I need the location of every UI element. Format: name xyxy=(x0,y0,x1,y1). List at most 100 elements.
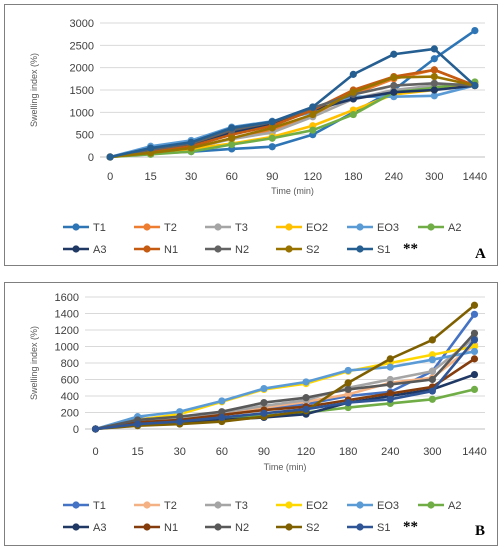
x-tick-label: 300 xyxy=(425,171,443,183)
data-point xyxy=(470,347,479,356)
x-tick-label: 15 xyxy=(145,171,157,183)
data-point xyxy=(218,397,226,405)
data-point xyxy=(470,342,479,351)
legend-label: A2 xyxy=(448,222,461,234)
data-point xyxy=(344,390,352,398)
data-point xyxy=(309,126,317,134)
legend-item-n1: N1 xyxy=(134,522,178,534)
y-tick-label: 0 xyxy=(88,152,94,164)
data-point xyxy=(386,380,394,389)
data-point xyxy=(147,144,155,152)
legend-marker xyxy=(214,245,222,253)
x-tick-label: 60 xyxy=(226,171,238,183)
legend-label: EO2 xyxy=(306,500,328,512)
legend-item-a3: A3 xyxy=(63,522,106,534)
legend-marker xyxy=(143,223,151,231)
series-t1 xyxy=(106,26,479,161)
data-point xyxy=(187,144,195,152)
legend-item-t1: T1 xyxy=(63,500,106,512)
data-point xyxy=(176,417,184,426)
data-point xyxy=(390,73,398,82)
x-tick-label: 120 xyxy=(297,446,315,458)
panel-letter: B xyxy=(475,523,485,539)
data-point xyxy=(349,70,357,78)
legend-label: T3 xyxy=(235,500,248,512)
x-tick-label: 180 xyxy=(339,446,357,458)
data-point xyxy=(470,355,479,363)
data-point xyxy=(470,310,479,318)
series-line xyxy=(95,357,476,431)
x-tick-label: 0 xyxy=(92,446,98,458)
legend-item-t1: T1 xyxy=(63,222,106,234)
legend-marker xyxy=(285,523,293,531)
data-point xyxy=(344,385,352,393)
data-point xyxy=(349,110,357,119)
data-point xyxy=(428,387,436,395)
legend-marker xyxy=(72,523,80,531)
x-tick-label: 240 xyxy=(385,171,403,183)
legend-item-s1: S1 ** xyxy=(347,241,418,257)
data-point xyxy=(428,367,436,375)
series-line xyxy=(95,304,476,431)
data-point xyxy=(302,405,310,413)
x-tick-label: 0 xyxy=(107,171,113,183)
chart-panel-b: 0 200 400 600 800 1000 1200 1400 1600 0 15 30 60 90 12… xyxy=(4,282,498,546)
x-tick-label: 90 xyxy=(266,171,278,183)
data-point xyxy=(268,124,276,132)
data-point xyxy=(91,425,100,433)
y-tick-label: 1000 xyxy=(55,342,79,354)
series-line xyxy=(110,75,476,159)
legend-note: ** xyxy=(403,241,418,257)
data-point xyxy=(349,88,357,96)
legend-label: N1 xyxy=(164,522,178,534)
y-tick-label: 0 xyxy=(73,424,79,436)
data-point xyxy=(386,389,394,398)
y-axis-title: Swelling index (%) xyxy=(29,53,39,127)
legend-label: N2 xyxy=(235,244,249,256)
data-point xyxy=(430,45,438,53)
x-tick-label: 30 xyxy=(174,446,186,458)
legend-item-eo3: EO3 xyxy=(347,222,399,234)
legend-marker xyxy=(214,523,222,531)
data-point xyxy=(268,134,276,142)
series-line xyxy=(95,332,476,431)
legend-item-t2: T2 xyxy=(134,500,177,512)
x-axis-title: Time (min) xyxy=(264,462,307,472)
legend-marker xyxy=(427,223,435,231)
data-point xyxy=(428,351,436,359)
legend-item-n2: N2 xyxy=(205,244,249,256)
data-point xyxy=(344,366,352,375)
y-tick-label: 1200 xyxy=(55,325,79,337)
legend-marker xyxy=(143,523,151,531)
legend-marker xyxy=(72,223,80,231)
chart-b-svg: 0 200 400 600 800 1000 1200 1400 1600 0 15 30 60 90 12… xyxy=(29,292,487,539)
series-s1 xyxy=(106,45,479,161)
y-tick-label: 800 xyxy=(61,358,79,370)
data-point xyxy=(302,394,310,402)
data-point xyxy=(309,103,317,111)
legend-label: T1 xyxy=(93,500,106,512)
legend-label: A3 xyxy=(93,244,106,256)
data-point xyxy=(344,403,352,412)
data-point xyxy=(430,86,438,94)
x-tick-label: 120 xyxy=(304,171,322,183)
data-point xyxy=(470,301,479,309)
data-point xyxy=(430,92,438,100)
data-point xyxy=(268,143,276,151)
legend-marker xyxy=(214,501,222,509)
legend-item-eo3: EO3 xyxy=(347,500,399,512)
x-tick-label: 60 xyxy=(216,446,228,458)
data-point xyxy=(470,385,479,393)
legend-item-a2: A2 xyxy=(418,222,461,234)
data-point xyxy=(471,81,479,90)
series-line xyxy=(109,68,476,159)
series-s1 xyxy=(91,336,479,433)
legend-label: N2 xyxy=(235,522,249,534)
y-tick-label: 3000 xyxy=(70,18,94,30)
legend-label: T2 xyxy=(164,500,177,512)
legend-label: A2 xyxy=(448,500,461,512)
legend-marker xyxy=(143,501,151,509)
x-tick-label: 300 xyxy=(423,446,441,458)
legend-label: S2 xyxy=(306,522,319,534)
legend-item-eo2: EO2 xyxy=(276,500,328,512)
